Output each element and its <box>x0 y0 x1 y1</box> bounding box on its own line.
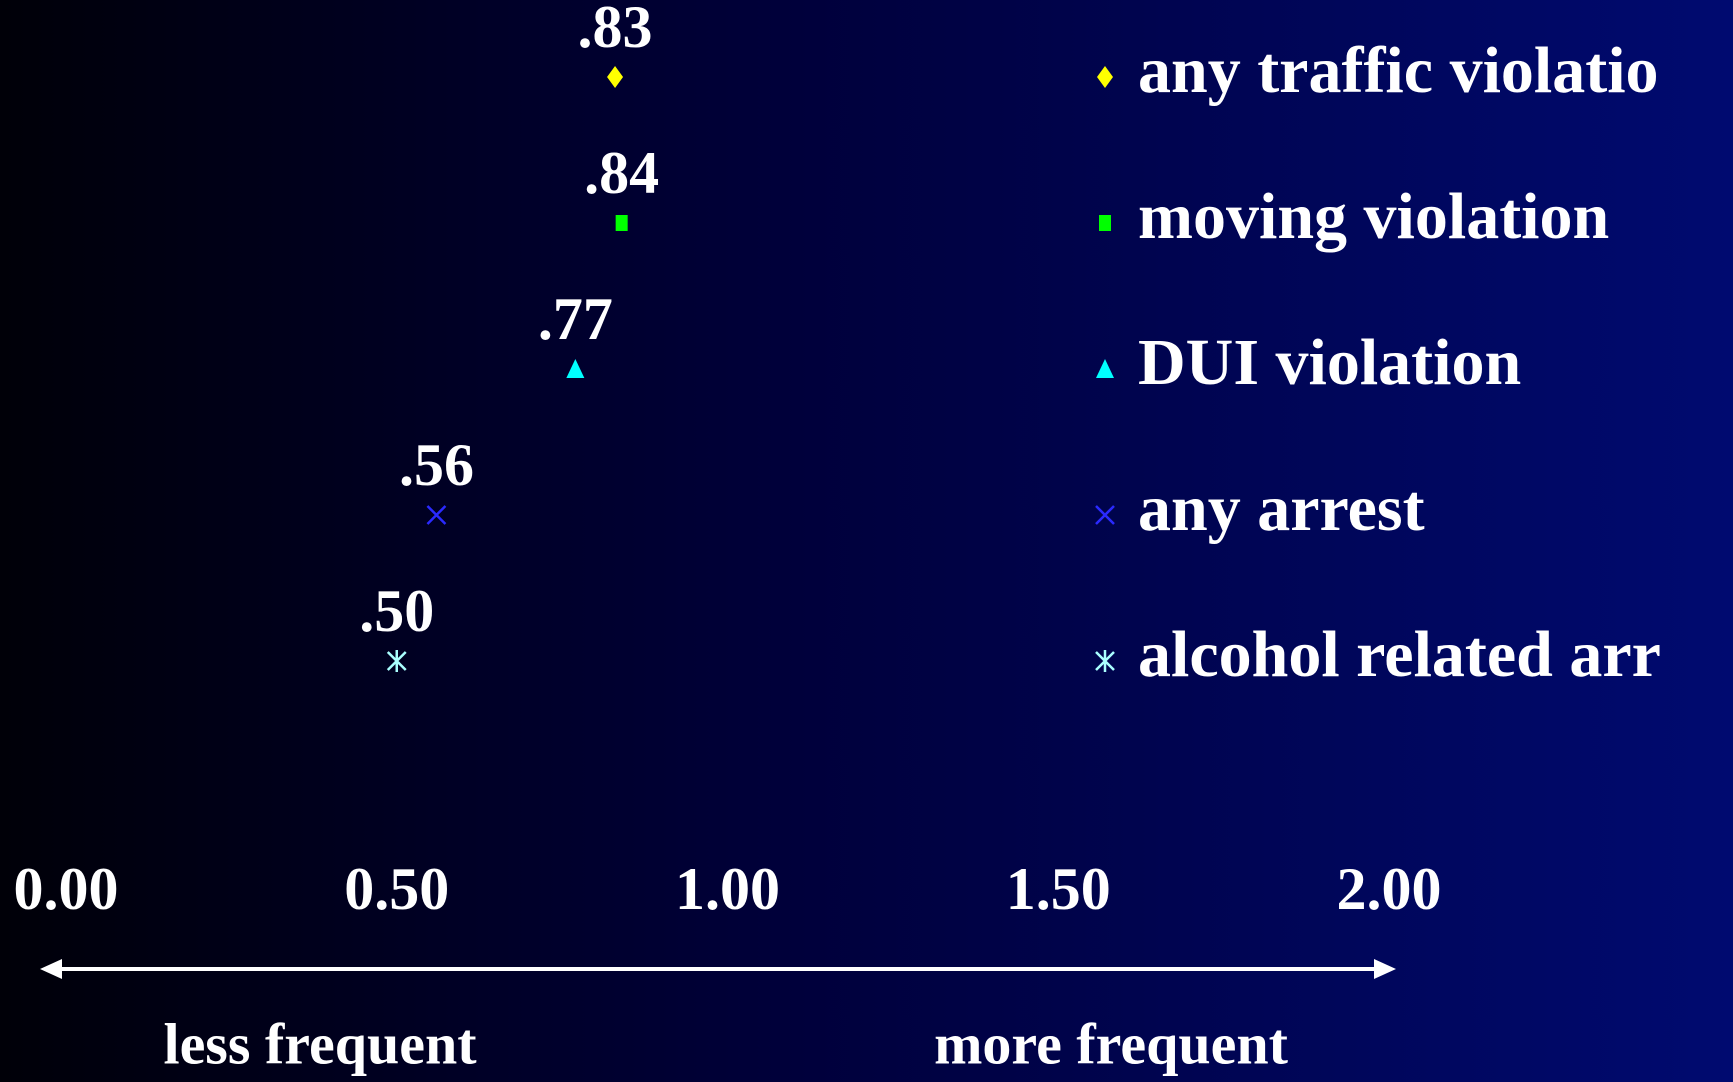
legend-label: alcohol related arr <box>1138 618 1661 691</box>
marker <box>566 359 585 378</box>
value-label: .84 <box>584 140 659 206</box>
axis-annotation: less frequent <box>163 1011 477 1076</box>
x-tick-label: 0.00 <box>14 856 119 922</box>
x-tick-label: 0.50 <box>344 856 449 922</box>
x-tick-label: 1.00 <box>675 856 780 922</box>
legend-marker <box>1096 359 1114 378</box>
legend-marker <box>1097 66 1113 88</box>
axis-arrow <box>40 959 1396 979</box>
axis-annotation: more frequent <box>934 1011 1289 1076</box>
legend-marker <box>1095 650 1115 672</box>
marker <box>607 66 624 88</box>
legend-marker <box>1095 505 1115 525</box>
legend-label: DUI violation <box>1138 326 1521 399</box>
x-tick-label: 1.50 <box>1006 856 1111 922</box>
value-label: .83 <box>578 0 653 60</box>
arrow-head-left <box>40 959 62 979</box>
marker <box>615 215 628 231</box>
marker <box>426 505 447 525</box>
marker <box>386 650 407 672</box>
arrow-head-right <box>1374 959 1396 979</box>
legend-label: any traffic violatio <box>1138 34 1659 107</box>
value-label: .56 <box>399 432 474 498</box>
value-label: .77 <box>538 286 613 352</box>
legend-label: moving violation <box>1138 180 1609 253</box>
value-label: .50 <box>359 578 434 644</box>
legend-marker <box>1099 215 1111 231</box>
x-tick-label: 2.00 <box>1337 856 1442 922</box>
legend-label: any arrest <box>1138 472 1425 545</box>
